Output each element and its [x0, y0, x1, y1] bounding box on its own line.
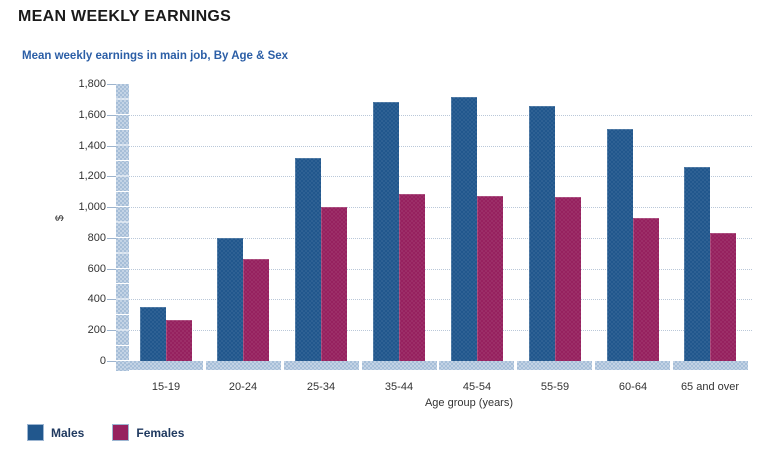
- x-axis-band: [284, 361, 359, 370]
- x-axis-band: [595, 361, 670, 370]
- y-tick-label-1600: 1,600: [78, 109, 106, 121]
- y-tick-label-1200: 1,200: [78, 170, 106, 182]
- x-axis-band: [517, 361, 592, 370]
- y-tick-400: [107, 299, 116, 300]
- y-tick-0: [107, 361, 116, 362]
- bar-males-25-34: [295, 158, 321, 361]
- y-tick-600: [107, 269, 116, 270]
- x-tick-label: 20-24: [228, 381, 258, 393]
- y-tick-label-800: 800: [87, 232, 106, 244]
- chart-subtitle: Mean weekly earnings in main job, By Age…: [22, 50, 289, 62]
- y-tick-1200: [107, 176, 116, 177]
- gridline-200: [129, 330, 752, 331]
- y-tick-1400: [107, 146, 116, 147]
- legend-label: Males: [51, 425, 85, 440]
- x-tick-label: 25-34: [306, 381, 336, 393]
- x-axis-band: [439, 361, 514, 370]
- y-tick-label-0: 0: [99, 355, 106, 367]
- x-tick-label: 65 and over: [680, 381, 740, 393]
- x-tick-label: 45-54: [462, 381, 492, 393]
- y-axis-band: [116, 84, 129, 371]
- legend-swatch-females: [112, 424, 130, 441]
- bar-males-15-19: [140, 307, 166, 361]
- legend: Males Females: [27, 424, 184, 441]
- bar-females-65 and over: [710, 233, 736, 361]
- gridline-1400: [129, 146, 752, 147]
- y-tick-800: [107, 238, 116, 239]
- gridline-600: [129, 269, 752, 270]
- bar-females-60-64: [633, 218, 659, 361]
- x-tick-label: 15-19: [151, 381, 181, 393]
- y-tick-label-600: 600: [87, 263, 106, 275]
- bar-females-25-34: [321, 207, 347, 361]
- x-tick-label: 35-44: [384, 381, 414, 393]
- x-axis-label: Age group (years): [424, 397, 514, 409]
- gridline-400: [129, 299, 752, 300]
- gridline-1600: [129, 115, 752, 116]
- legend-label: Females: [136, 425, 185, 440]
- x-axis-band: [673, 361, 748, 370]
- x-axis-band: [362, 361, 437, 370]
- bar-females-55-59: [555, 197, 581, 361]
- x-axis-band: [206, 361, 281, 370]
- bar-females-45-54: [477, 196, 503, 361]
- y-tick-200: [107, 330, 116, 331]
- x-tick-label: 60-64: [618, 381, 648, 393]
- x-tick-label: 55-59: [540, 381, 570, 393]
- bar-males-55-59: [529, 106, 555, 361]
- x-axis-band: [128, 361, 203, 370]
- bar-females-15-19: [166, 320, 192, 361]
- gridline-1200: [129, 176, 752, 177]
- y-tick-label-400: 400: [87, 293, 106, 305]
- y-tick-label-200: 200: [87, 324, 106, 336]
- bar-males-45-54: [451, 97, 477, 361]
- bar-females-20-24: [243, 259, 269, 361]
- bar-males-65 and over: [684, 167, 710, 361]
- legend-item-males: Males: [27, 424, 84, 441]
- legend-item-females: Females: [112, 424, 184, 441]
- bar-males-60-64: [607, 129, 633, 361]
- bar-females-35-44: [399, 194, 425, 361]
- bar-males-35-44: [373, 102, 399, 361]
- legend-swatch-males: [27, 424, 44, 441]
- gridline-1000: [129, 207, 752, 208]
- y-tick-label-1800: 1,800: [78, 78, 106, 90]
- bar-males-20-24: [217, 238, 243, 361]
- y-tick-1600: [107, 115, 116, 116]
- y-tick-label-1400: 1,400: [78, 140, 106, 152]
- y-tick-1000: [107, 207, 116, 208]
- y-tick-label-1000: 1,000: [78, 201, 106, 213]
- page-title: MEAN WEEKLY EARNINGS: [18, 8, 232, 25]
- gridline-800: [129, 238, 752, 239]
- y-tick-1800: [107, 84, 116, 85]
